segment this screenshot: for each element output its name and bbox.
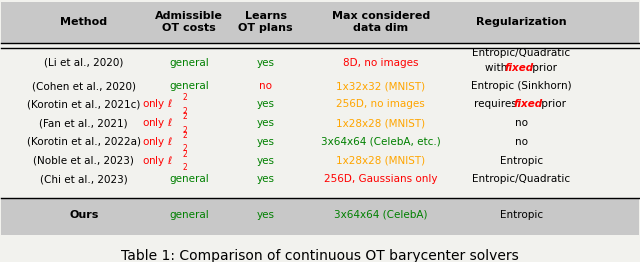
Text: (Korotin et al., 2022a): (Korotin et al., 2022a) bbox=[27, 137, 141, 147]
Text: Entropic: Entropic bbox=[500, 210, 543, 220]
Text: 3x64x64 (CelebA, etc.): 3x64x64 (CelebA, etc.) bbox=[321, 137, 440, 147]
Text: 256D, no images: 256D, no images bbox=[336, 99, 425, 109]
Text: yes: yes bbox=[257, 58, 275, 68]
Text: fixed: fixed bbox=[504, 63, 534, 73]
Text: 8D, no images: 8D, no images bbox=[343, 58, 419, 68]
Text: general: general bbox=[169, 58, 209, 68]
Text: 256D, Gaussians only: 256D, Gaussians only bbox=[324, 174, 437, 184]
Text: Entropic: Entropic bbox=[500, 156, 543, 166]
Text: yes: yes bbox=[257, 210, 275, 220]
Text: 3x64x64 (CelebA): 3x64x64 (CelebA) bbox=[334, 210, 428, 220]
Text: Max considered
data dim: Max considered data dim bbox=[332, 11, 430, 32]
Text: Table 1: Comparison of continuous OT barycenter solvers: Table 1: Comparison of continuous OT bar… bbox=[121, 249, 519, 262]
Text: yes: yes bbox=[257, 174, 275, 184]
Text: (Chi et al., 2023): (Chi et al., 2023) bbox=[40, 174, 127, 184]
Text: 2: 2 bbox=[182, 150, 187, 159]
Text: Ours: Ours bbox=[69, 210, 99, 220]
Text: no: no bbox=[259, 81, 272, 91]
Text: Learns
OT plans: Learns OT plans bbox=[239, 11, 293, 32]
Text: only $\ell$: only $\ell$ bbox=[142, 116, 173, 130]
Text: Entropic/Quadratic: Entropic/Quadratic bbox=[472, 174, 570, 184]
Text: yes: yes bbox=[257, 118, 275, 128]
Text: (Noble et al., 2023): (Noble et al., 2023) bbox=[33, 156, 134, 166]
FancyBboxPatch shape bbox=[1, 198, 639, 235]
Text: Entropic (Sinkhorn): Entropic (Sinkhorn) bbox=[471, 81, 572, 91]
Text: (Korotin et al., 2021c): (Korotin et al., 2021c) bbox=[27, 99, 140, 109]
Text: yes: yes bbox=[257, 156, 275, 166]
Text: only $\ell$: only $\ell$ bbox=[142, 135, 173, 149]
Text: requires: requires bbox=[474, 99, 520, 109]
Text: 2: 2 bbox=[182, 126, 187, 135]
Text: with: with bbox=[484, 63, 510, 73]
FancyBboxPatch shape bbox=[1, 2, 639, 43]
Text: (Li et al., 2020): (Li et al., 2020) bbox=[44, 58, 124, 68]
Text: only $\ell$: only $\ell$ bbox=[142, 154, 173, 168]
Text: yes: yes bbox=[257, 137, 275, 147]
Text: general: general bbox=[169, 81, 209, 91]
Text: only $\ell$: only $\ell$ bbox=[142, 97, 173, 111]
Text: prior: prior bbox=[538, 99, 566, 109]
Text: general: general bbox=[169, 174, 209, 184]
Text: Entropic/Quadratic: Entropic/Quadratic bbox=[472, 48, 570, 58]
Text: (Fan et al., 2021): (Fan et al., 2021) bbox=[40, 118, 128, 128]
Text: 1x28x28 (MNIST): 1x28x28 (MNIST) bbox=[336, 156, 425, 166]
Text: no: no bbox=[515, 118, 527, 128]
Text: fixed: fixed bbox=[513, 99, 542, 109]
Text: 1x28x28 (MNIST): 1x28x28 (MNIST) bbox=[336, 118, 425, 128]
Text: (Cohen et al., 2020): (Cohen et al., 2020) bbox=[32, 81, 136, 91]
Text: Admissible
OT costs: Admissible OT costs bbox=[155, 11, 223, 32]
Text: yes: yes bbox=[257, 99, 275, 109]
Text: no: no bbox=[515, 137, 527, 147]
Text: 2: 2 bbox=[182, 144, 187, 154]
Text: Method: Method bbox=[60, 17, 108, 27]
Text: 2: 2 bbox=[182, 107, 187, 116]
Text: 2: 2 bbox=[182, 163, 187, 172]
Text: 2: 2 bbox=[182, 131, 187, 140]
Text: Regularization: Regularization bbox=[476, 17, 566, 27]
Text: 2: 2 bbox=[182, 112, 187, 121]
Text: 1x32x32 (MNIST): 1x32x32 (MNIST) bbox=[336, 81, 425, 91]
Text: general: general bbox=[169, 210, 209, 220]
Text: 2: 2 bbox=[182, 93, 187, 102]
Text: prior: prior bbox=[529, 63, 557, 73]
